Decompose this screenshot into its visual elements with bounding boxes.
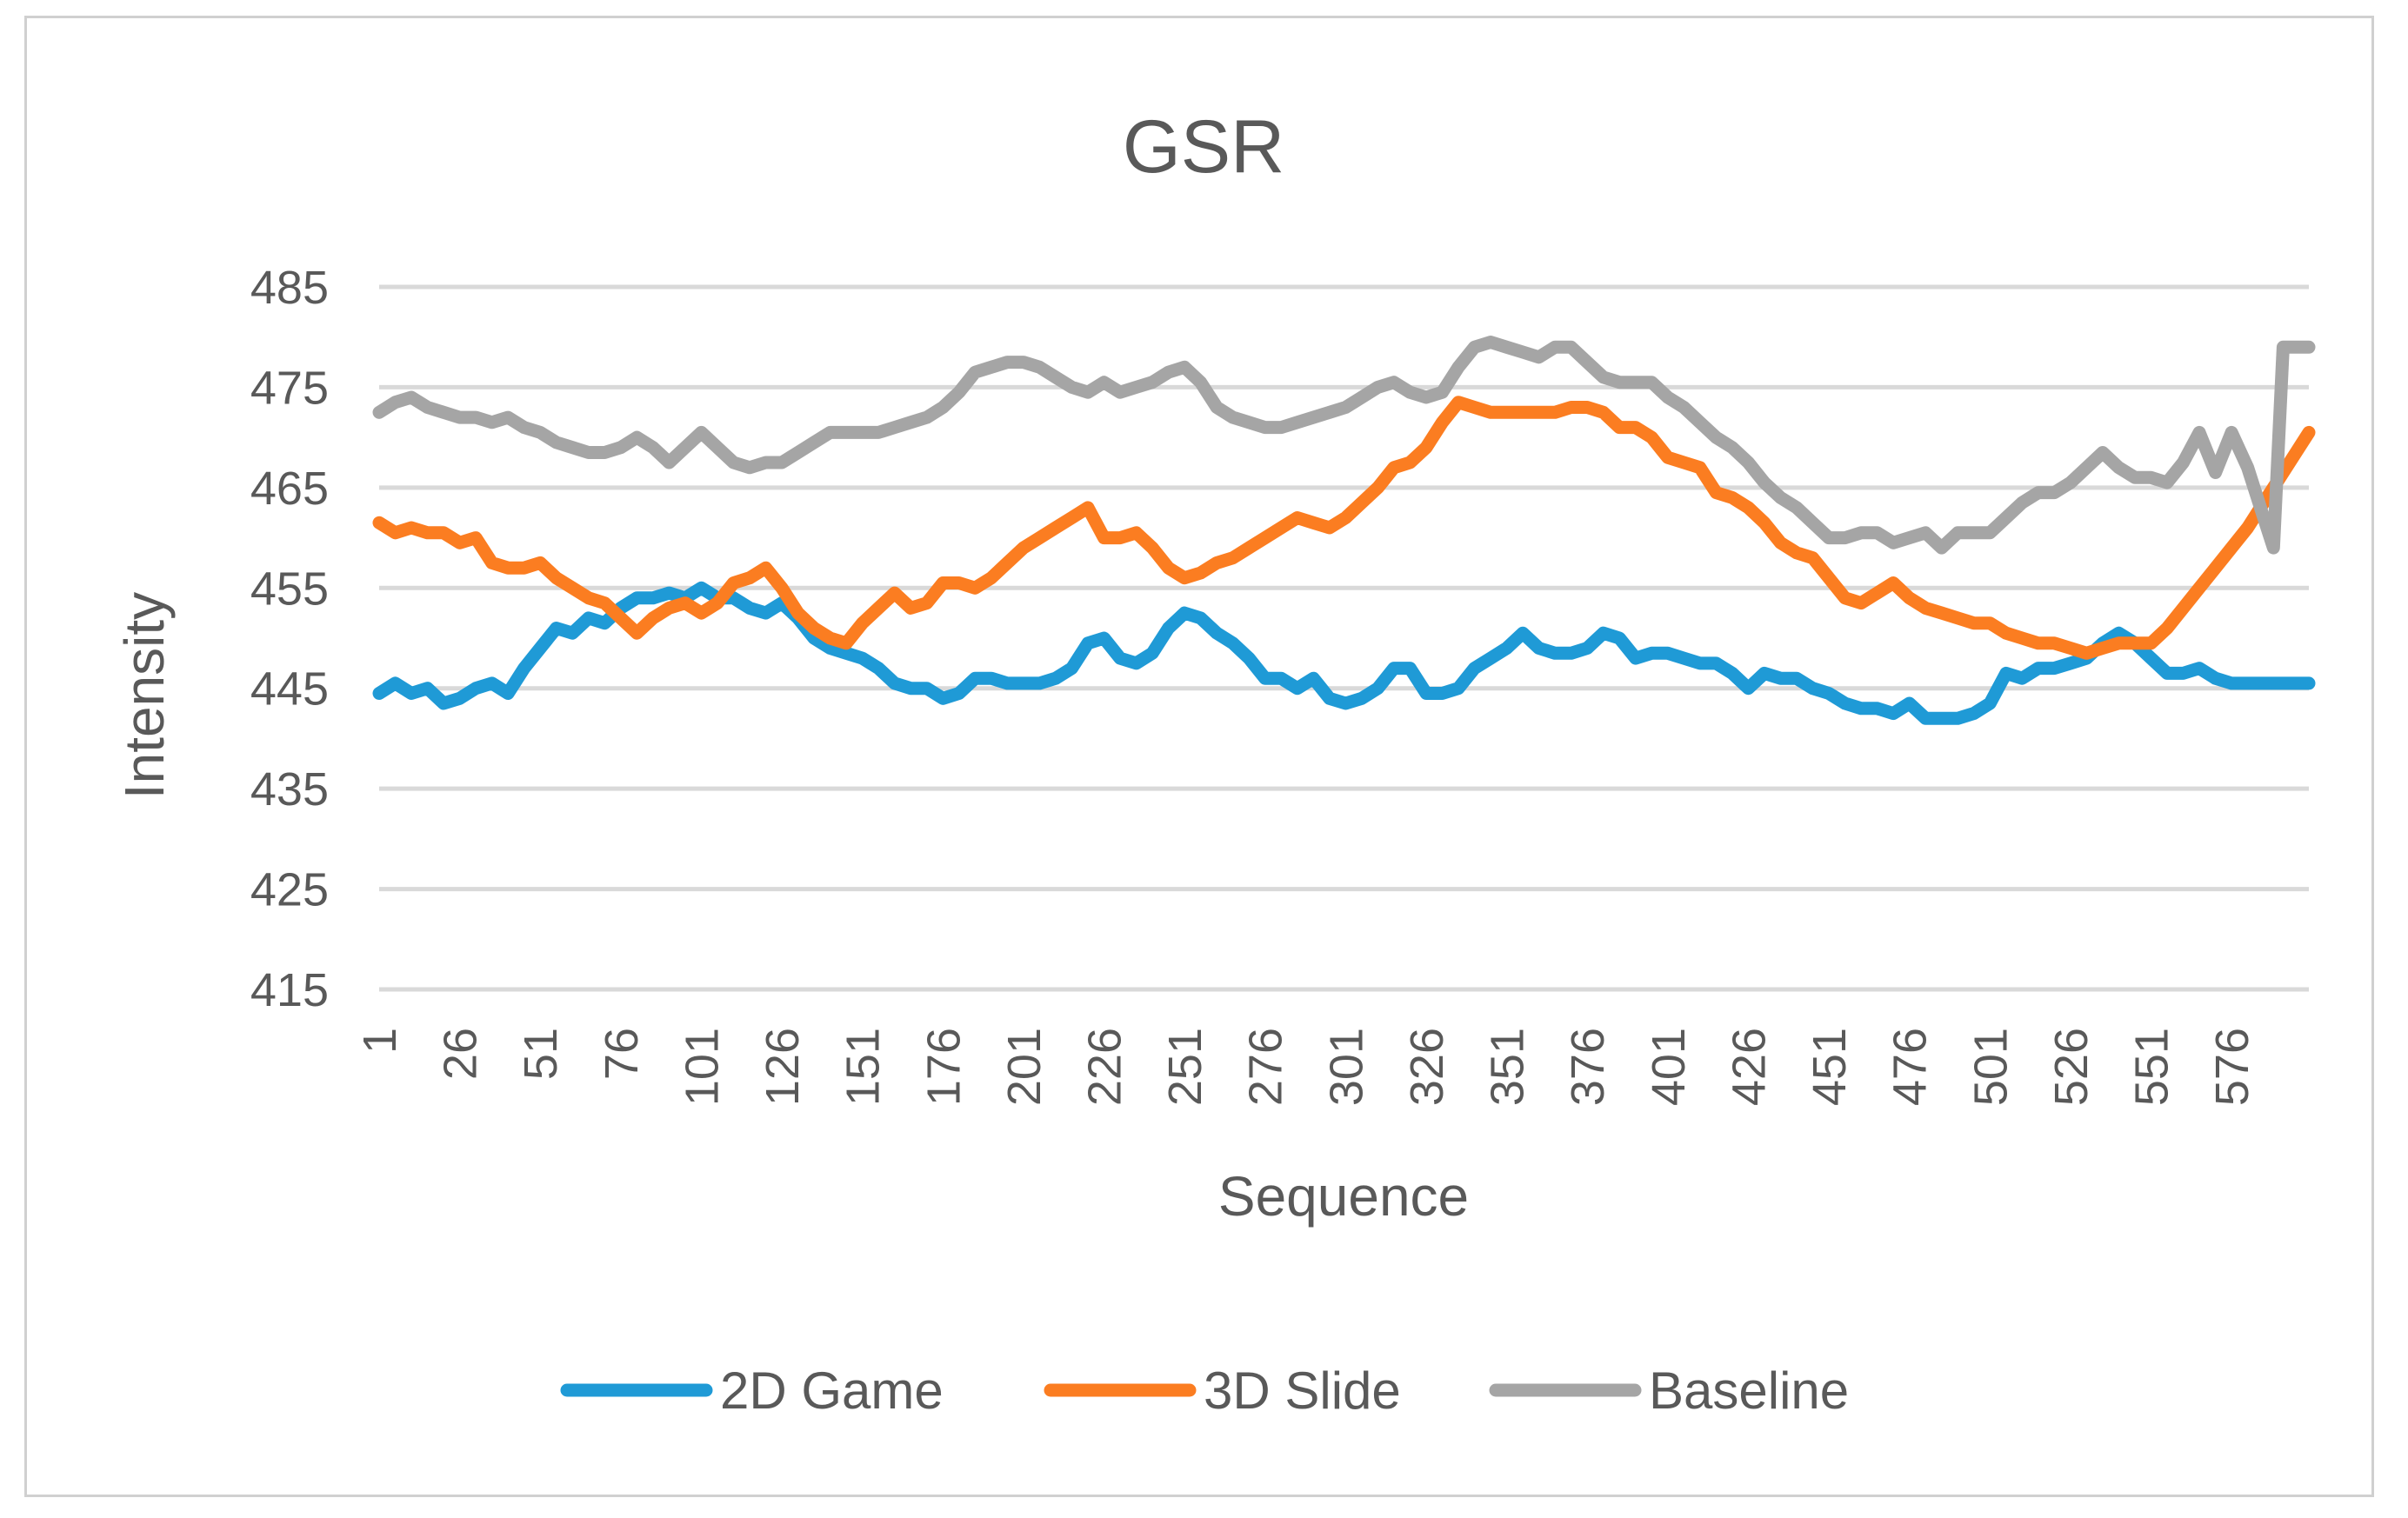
x-tick-label: 151: [837, 1028, 890, 1106]
legend-label-2d-game: 2D Game: [720, 1362, 944, 1420]
y-tick-label: 455: [250, 563, 329, 615]
x-tick-label: 326: [1401, 1028, 1453, 1106]
y-tick-label: 415: [250, 964, 329, 1016]
series-line-2d-game: [372, 581, 2316, 725]
x-tick-label: 126: [757, 1028, 809, 1106]
x-tick-label: 51: [515, 1028, 567, 1080]
series-lines: [372, 336, 2316, 725]
y-axis-ticks: 415 425 435 445 455 465 475 485: [250, 262, 329, 1016]
x-tick-label: 251: [1159, 1028, 1211, 1106]
x-tick-label: 1: [354, 1028, 406, 1054]
x-tick-label: 226: [1079, 1028, 1131, 1106]
x-tick-label: 426: [1723, 1028, 1775, 1106]
x-tick-label: 26: [435, 1028, 487, 1080]
legend-label-baseline: Baseline: [1649, 1362, 1849, 1420]
x-tick-label: 76: [596, 1028, 648, 1080]
x-tick-label: 301: [1320, 1028, 1372, 1106]
x-tick-label: 501: [1964, 1028, 2017, 1106]
y-tick-label: 485: [250, 262, 329, 314]
x-tick-label: 101: [676, 1028, 728, 1106]
x-tick-label: 526: [2045, 1028, 2098, 1106]
y-tick-label: 445: [250, 663, 329, 716]
x-tick-label: 276: [1240, 1028, 1292, 1106]
x-tick-label: 476: [1884, 1028, 1937, 1106]
series-line-3d-slide: [372, 396, 2316, 660]
x-axis-label: Sequence: [1218, 1165, 1469, 1228]
x-tick-label: 576: [2206, 1028, 2258, 1106]
y-tick-label: 435: [250, 763, 329, 816]
y-tick-label: 425: [250, 864, 329, 916]
legend-label-3d-slide: 3D Slide: [1204, 1362, 1401, 1420]
x-axis-ticks: 1 26 51 76 101 126 151 176 201 226 251 276 301 326 351…: [354, 1028, 2258, 1106]
series-line-baseline: [372, 336, 2316, 555]
chart-frame: [24, 16, 2374, 1497]
x-tick-label: 351: [1482, 1028, 1534, 1106]
x-tick-label: 451: [1804, 1028, 1856, 1106]
y-tick-label: 465: [250, 463, 329, 515]
x-tick-label: 551: [2125, 1028, 2178, 1106]
x-tick-label: 176: [917, 1028, 970, 1106]
x-tick-label: 201: [998, 1028, 1051, 1106]
y-tick-label: 475: [250, 362, 329, 414]
y-axis-label: Intensity: [113, 592, 176, 799]
chart-title: GSR: [1123, 105, 1284, 189]
x-tick-label: 376: [1562, 1028, 1614, 1106]
x-tick-label: 401: [1643, 1028, 1695, 1106]
legend: 2D Game 3D Slide Baseline: [560, 1362, 1849, 1420]
